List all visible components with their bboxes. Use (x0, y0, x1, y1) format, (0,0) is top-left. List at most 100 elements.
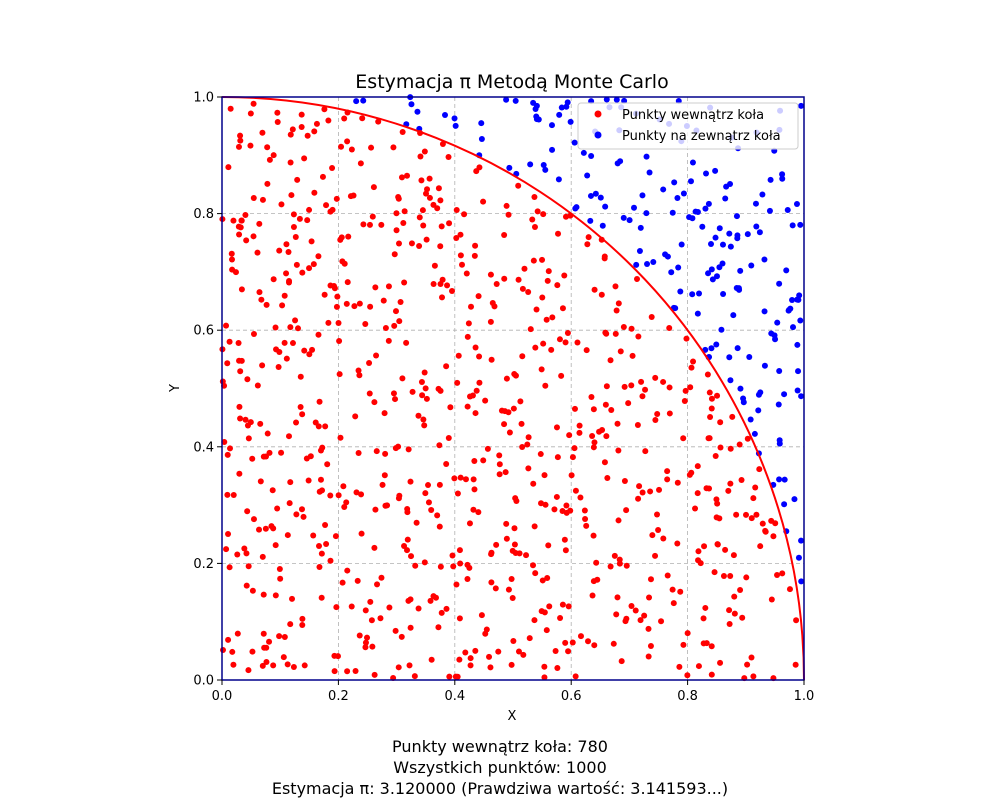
point-outside (798, 578, 805, 585)
point-inside (436, 481, 443, 488)
point-inside (278, 201, 285, 208)
point-inside (470, 506, 477, 513)
point-inside (697, 560, 704, 567)
point-inside (666, 384, 673, 391)
point-outside (779, 175, 786, 182)
point-inside (729, 413, 736, 420)
point-inside (227, 105, 234, 112)
point-inside (278, 449, 285, 456)
point-inside (444, 282, 451, 289)
point-inside (379, 481, 386, 488)
point-inside (601, 459, 608, 466)
stats-total-count: Wszystkich punktów: 1000 (393, 758, 607, 777)
point-outside (713, 341, 720, 348)
point-inside (341, 503, 348, 510)
point-inside (576, 422, 583, 429)
point-inside (430, 201, 437, 208)
point-inside (569, 639, 576, 646)
point-inside (744, 661, 751, 668)
point-inside (617, 348, 624, 355)
point-inside (648, 313, 655, 320)
point-inside (593, 559, 600, 566)
point-inside (234, 630, 241, 637)
point-inside (717, 659, 724, 666)
point-inside (443, 363, 450, 370)
point-inside (443, 461, 450, 468)
point-inside (362, 607, 369, 614)
y-axis-label: Y (168, 384, 183, 393)
point-inside (707, 413, 714, 420)
point-inside (615, 447, 622, 454)
point-inside (280, 654, 287, 661)
x-tick-label: 0.2 (328, 689, 349, 704)
point-inside (400, 219, 407, 226)
point-inside (274, 118, 281, 125)
point-inside (393, 210, 400, 217)
point-inside (621, 383, 628, 390)
point-outside (759, 191, 766, 198)
point-outside (451, 115, 458, 122)
point-inside (422, 385, 429, 392)
point-inside (395, 664, 402, 671)
point-outside (781, 391, 788, 398)
point-inside (582, 515, 589, 522)
point-inside (717, 419, 724, 426)
point-inside (779, 570, 786, 577)
point-inside (471, 458, 478, 465)
point-inside (397, 299, 404, 306)
point-outside (781, 501, 788, 508)
point-inside (446, 673, 453, 680)
point-inside (221, 439, 228, 446)
point-inside (226, 564, 233, 571)
point-inside (434, 512, 441, 519)
point-inside (323, 540, 330, 547)
point-inside (391, 322, 398, 329)
point-inside (238, 286, 245, 293)
point-inside (266, 638, 273, 645)
point-inside (664, 476, 671, 483)
point-outside (776, 440, 783, 447)
point-inside (649, 532, 656, 539)
point-inside (542, 382, 549, 389)
point-inside (753, 511, 760, 518)
point-outside (613, 96, 620, 103)
point-outside (709, 276, 716, 283)
point-inside (563, 502, 570, 509)
point-inside (287, 131, 294, 138)
point-outside (442, 112, 449, 119)
point-outside (794, 387, 801, 394)
point-inside (743, 574, 750, 581)
point-inside (343, 499, 350, 506)
point-inside (358, 530, 365, 537)
point-outside (669, 209, 676, 216)
point-inside (591, 286, 598, 293)
point-inside (628, 603, 635, 610)
point-outside (703, 170, 710, 177)
point-inside (480, 198, 487, 205)
point-inside (613, 611, 620, 618)
point-inside (770, 533, 777, 540)
point-inside (392, 627, 399, 634)
point-inside (612, 330, 619, 337)
point-inside (395, 443, 402, 450)
point-inside (489, 299, 496, 306)
point-outside (740, 399, 747, 406)
point-inside (529, 216, 536, 223)
point-outside (716, 225, 723, 232)
point-outside (767, 176, 774, 183)
chart-title: Estymacja π Metodą Monte Carlo (355, 71, 668, 93)
point-inside (264, 180, 271, 187)
point-inside (289, 595, 296, 602)
point-inside (288, 192, 295, 199)
point-inside (262, 525, 269, 532)
point-inside (364, 634, 371, 641)
point-inside (355, 367, 362, 374)
point-inside (428, 506, 435, 513)
point-inside (557, 614, 564, 621)
point-inside (348, 146, 355, 153)
point-inside (298, 123, 305, 130)
point-inside (684, 672, 691, 679)
point-outside (712, 234, 719, 241)
point-inside (492, 585, 499, 592)
point-inside (540, 340, 547, 347)
